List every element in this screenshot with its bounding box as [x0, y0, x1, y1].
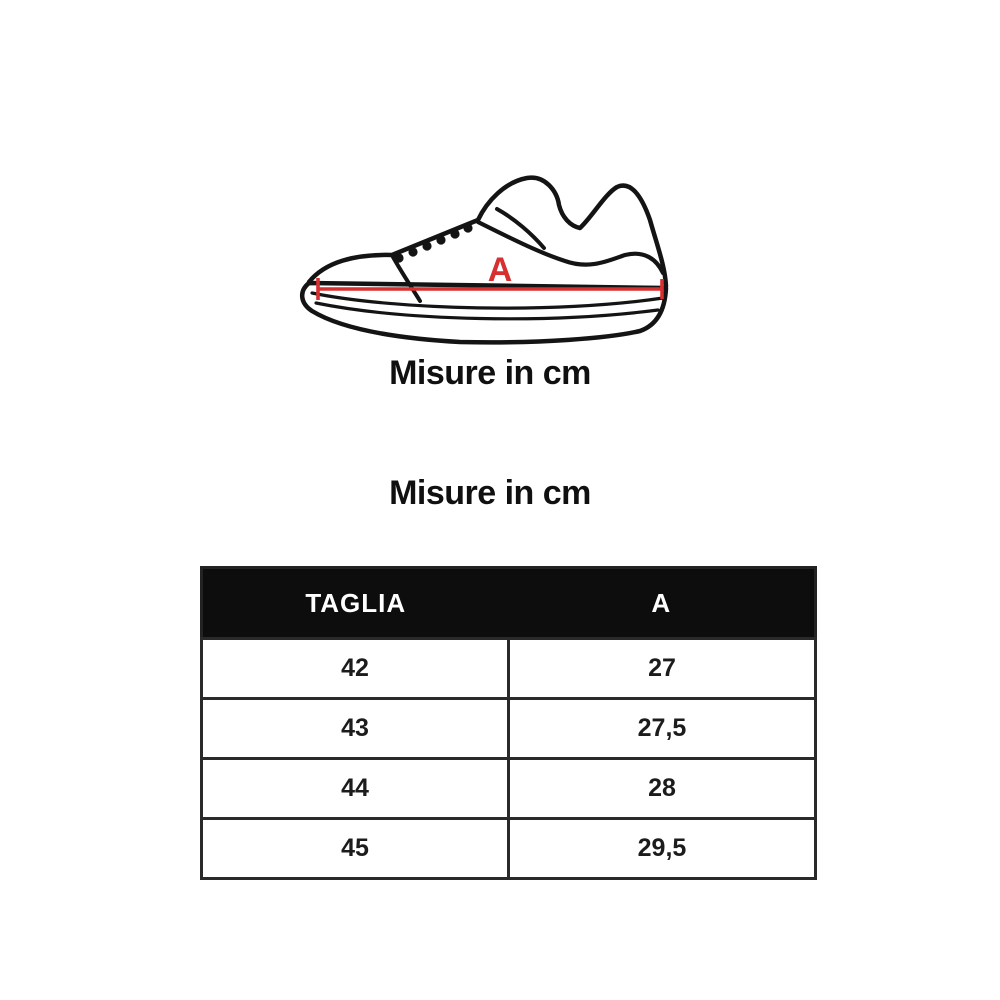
shoe-caption: Misure in cm [389, 354, 591, 392]
table-row: 42 27 [200, 637, 817, 700]
header-cell-a: A [508, 567, 816, 639]
measurement-label: A [488, 251, 513, 289]
cell-taglia: 42 [200, 637, 510, 700]
midsole-line-2 [314, 301, 660, 321]
collar-seam-line [475, 219, 666, 276]
size-table-header: TAGLIA A [201, 567, 816, 639]
measurement-line [316, 278, 664, 300]
sneaker-side-view-icon: A [300, 175, 669, 345]
table-row: 43 27,5 [200, 697, 817, 760]
size-table: TAGLIA A 42 27 43 27,5 44 28 45 [200, 566, 817, 880]
size-table-body: 42 27 43 27,5 44 28 45 29,5 [200, 637, 817, 880]
cell-taglia: 43 [200, 697, 510, 760]
table-row: 44 28 [200, 757, 817, 820]
size-table-heading: Misure in cm [389, 474, 591, 512]
size-table-container: TAGLIA A 42 27 43 27,5 44 28 45 [200, 566, 817, 880]
vamp-seam-line [391, 255, 422, 303]
header-cell-taglia: TAGLIA [201, 567, 509, 639]
shoe-illustration: A [295, 158, 680, 358]
cell-a: 27,5 [507, 697, 817, 760]
laces-icon [394, 223, 473, 263]
table-row: 45 29,5 [200, 817, 817, 880]
cell-taglia: 45 [200, 817, 510, 880]
midsole-line-1 [310, 291, 665, 310]
shoe-sole-outline [300, 280, 669, 345]
inner-collar-line [495, 207, 546, 250]
cell-a: 28 [507, 757, 817, 820]
cell-taglia: 44 [200, 757, 510, 820]
cell-a: 27 [507, 637, 817, 700]
header-row: TAGLIA A [201, 567, 816, 639]
cell-a: 29,5 [507, 817, 817, 880]
